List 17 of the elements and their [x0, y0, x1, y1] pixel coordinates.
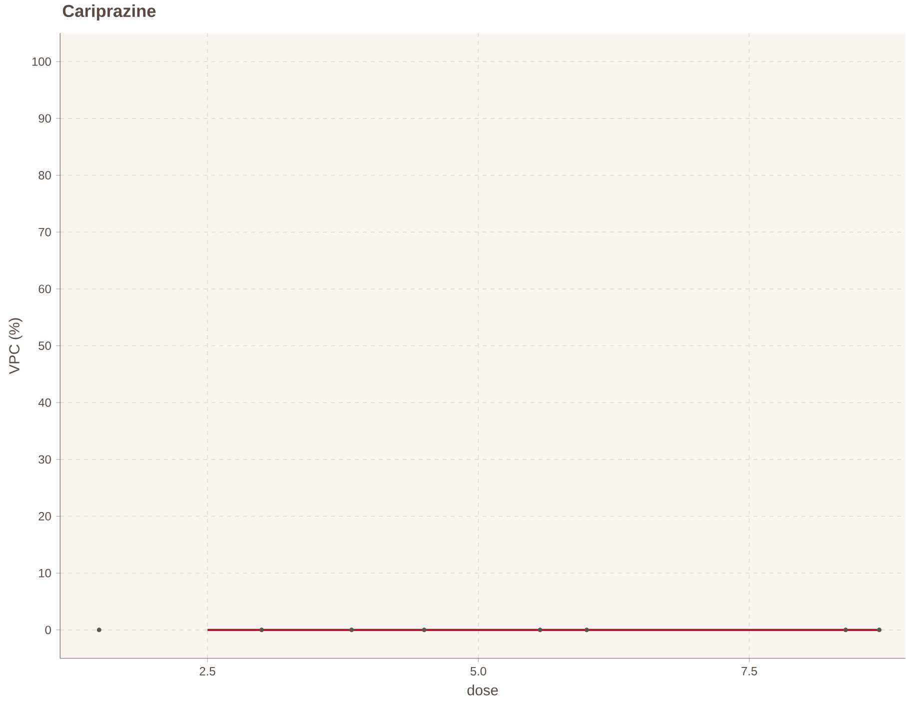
y-tick-label: 20	[38, 512, 51, 520]
y-tick-label: 100	[32, 57, 51, 66]
y-tick-label: 70	[38, 228, 51, 236]
x-axis-title: dose	[467, 684, 498, 696]
y-tick-label: 90	[38, 114, 51, 123]
x-tick-label: 2.5	[200, 666, 216, 676]
y-tick-label: 40	[38, 398, 51, 407]
y-tick-label: 60	[38, 284, 51, 294]
y-tick-label: 30	[38, 455, 51, 464]
x-tick-label: 5.0	[470, 666, 486, 676]
y-tick-label: 10	[39, 568, 51, 578]
y-tick-label: 80	[38, 170, 51, 180]
x-tick-label: 7.5	[742, 666, 758, 676]
chart-title: Cariprazine	[62, 4, 156, 20]
y-tick-label: 0	[45, 626, 51, 634]
y-axis-title: VPC (%)	[8, 318, 22, 374]
y-tick-label: 50	[38, 341, 51, 350]
